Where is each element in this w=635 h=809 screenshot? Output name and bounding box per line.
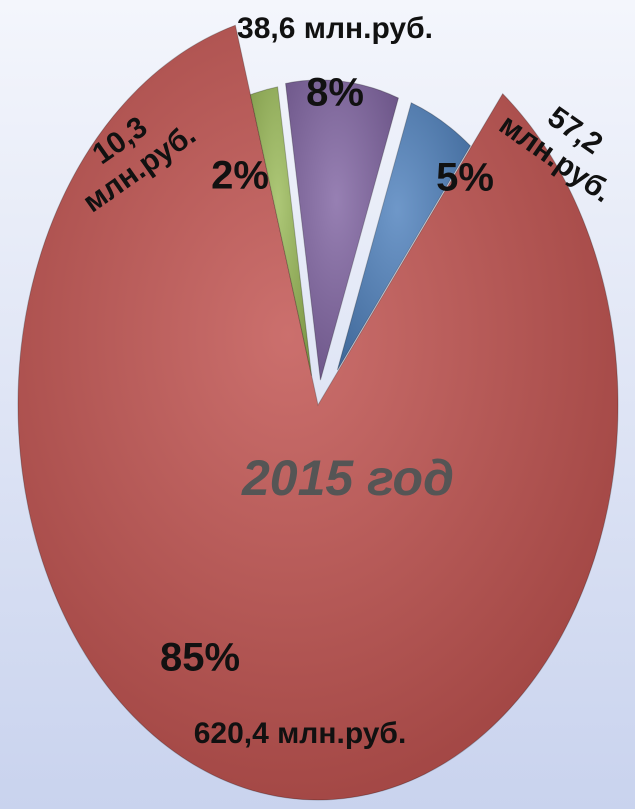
pie [17,24,619,801]
slice-category-label: 38,6 млн.руб. [237,12,433,45]
slice-shade [285,79,399,381]
chart-title: 2015 год [241,450,454,506]
slice-value-label: 8% [306,71,364,115]
slice-value-label: 85% [160,636,240,680]
slice-value-label: 2% [211,154,269,198]
slice-shade [337,102,471,371]
slice-shade [18,25,619,800]
slice-category-label: 620,4 млн.руб. [194,717,407,750]
slice-value-label: 5% [436,156,494,200]
slice-shade [250,86,312,376]
